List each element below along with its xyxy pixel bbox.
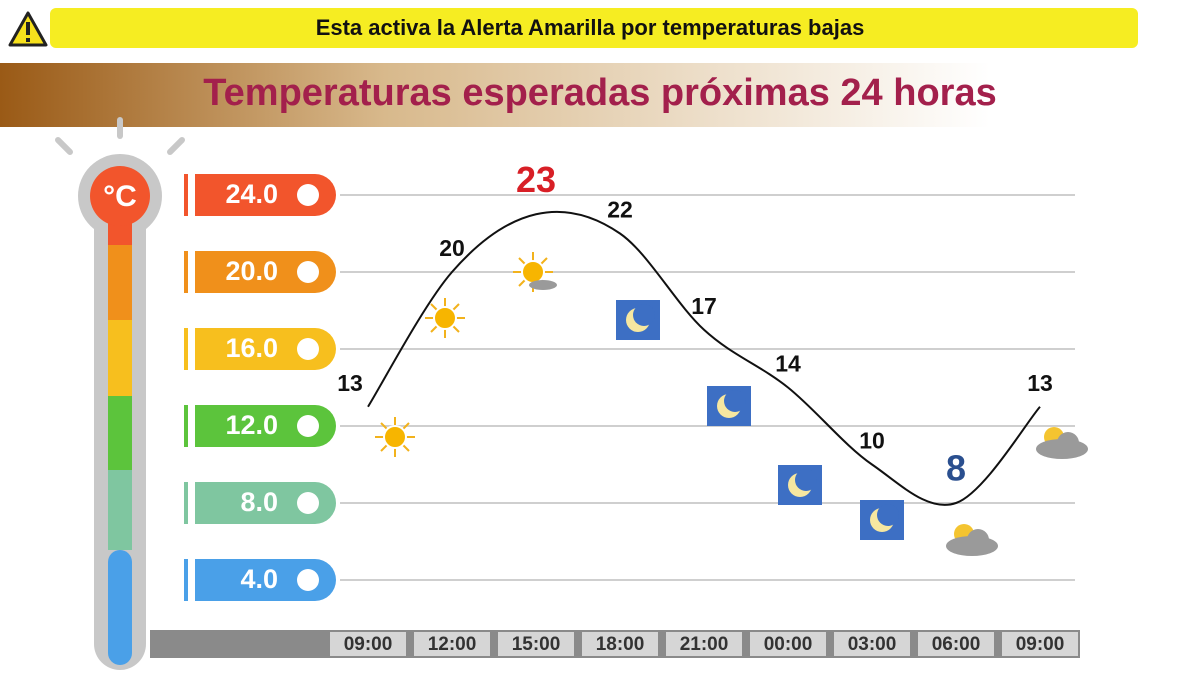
x-tick-label: 12:00 — [428, 634, 477, 655]
x-tick-label: 15:00 — [512, 634, 561, 655]
tick-bar — [184, 559, 188, 601]
time-cell — [498, 632, 574, 656]
tick-dot — [297, 261, 319, 283]
tick-pill — [195, 174, 336, 216]
tick-pill — [195, 405, 336, 447]
value-label: 17 — [691, 293, 717, 319]
value-label: 8 — [946, 448, 966, 489]
value-label: 13 — [1027, 370, 1053, 396]
time-cell — [666, 632, 742, 656]
tick-dot — [297, 415, 319, 437]
x-tick-label: 21:00 — [680, 634, 729, 655]
y-tick-label: 4.0 — [240, 564, 278, 594]
y-tick-label: 20.0 — [225, 256, 278, 286]
tick-bar — [184, 328, 188, 370]
y-tick-label: 12.0 — [225, 410, 278, 440]
tick-dot — [297, 338, 319, 360]
alert-text: Esta activa la Alerta Amarilla por tempe… — [316, 15, 865, 40]
time-cell — [1002, 632, 1078, 656]
x-tick-label: 09:00 — [344, 634, 393, 655]
y-tick-label: 16.0 — [225, 333, 278, 363]
temperature-line — [367, 210, 1041, 506]
x-tick-label: 09:00 — [1016, 634, 1065, 655]
tick-dot — [297, 184, 319, 206]
thermometer — [55, 117, 185, 670]
x-tick-label: 03:00 — [848, 634, 897, 655]
weather-icons — [374, 251, 1088, 556]
time-cell — [834, 632, 910, 656]
time-cell — [414, 632, 490, 656]
tick-bar — [184, 174, 188, 216]
value-label: 14 — [775, 351, 801, 377]
value-label: 13 — [337, 370, 363, 396]
time-cell — [582, 632, 658, 656]
time-cell — [330, 632, 406, 656]
alert-icon — [8, 11, 48, 47]
chart-title: Temperaturas esperadas próximas 24 horas — [203, 72, 996, 114]
tick-pill — [195, 559, 336, 601]
x-tick-label: 06:00 — [932, 634, 981, 655]
value-label: 22 — [607, 197, 633, 223]
unit-label: °C — [103, 180, 137, 213]
tick-bar — [184, 251, 188, 293]
x-tick-label: 00:00 — [764, 634, 813, 655]
tick-bar — [184, 482, 188, 524]
time-cell — [750, 632, 826, 656]
y-tick-label: 24.0 — [225, 179, 278, 209]
value-label: 10 — [859, 428, 885, 454]
value-label: 20 — [439, 235, 465, 261]
title-bar — [0, 63, 1100, 127]
y-tick-label: 8.0 — [240, 487, 278, 517]
tick-pill — [195, 482, 336, 524]
alert-bar — [50, 8, 1138, 48]
tick-dot — [297, 492, 319, 514]
x-tick-label: 18:00 — [596, 634, 645, 655]
tick-pill — [195, 328, 336, 370]
value-label: 23 — [516, 159, 556, 200]
tick-bar — [184, 405, 188, 447]
tick-pill — [195, 251, 336, 293]
tick-dot — [297, 569, 319, 591]
time-cell — [918, 632, 994, 656]
